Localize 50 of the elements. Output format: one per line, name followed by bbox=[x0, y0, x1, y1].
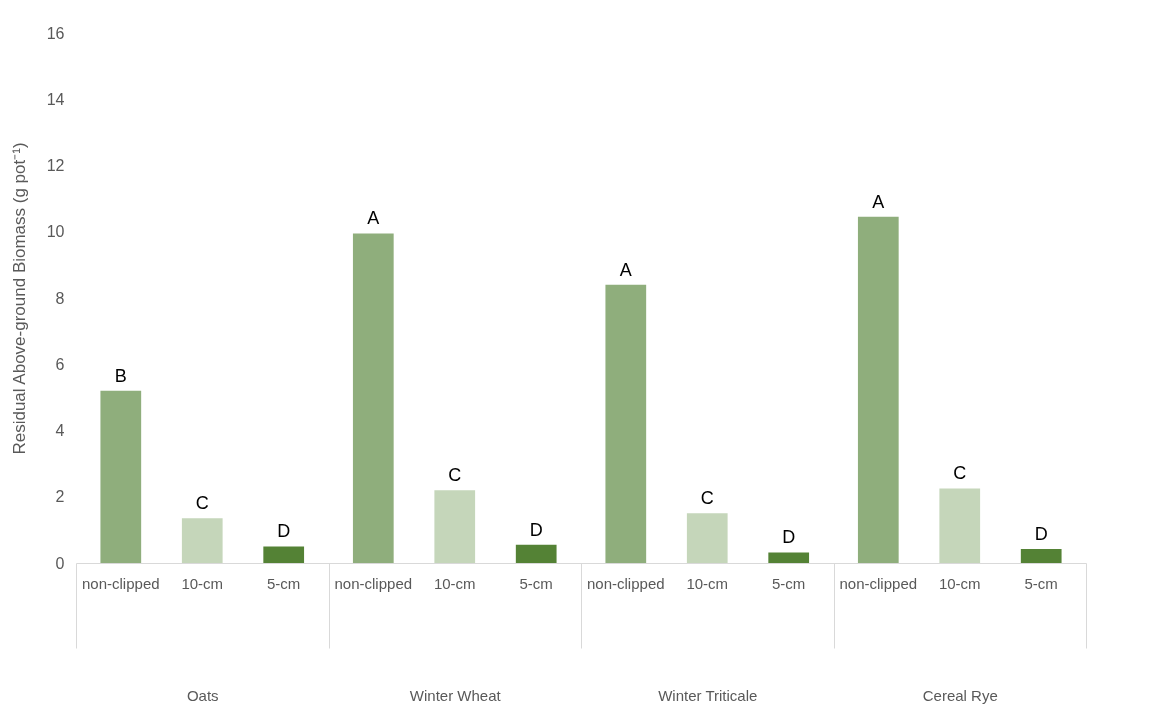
bar bbox=[100, 390, 142, 563]
bar bbox=[1020, 549, 1062, 563]
data-label: A bbox=[872, 191, 885, 212]
y-tick-label: 0 bbox=[55, 554, 65, 572]
data-label: B bbox=[114, 365, 127, 386]
x-tick-label: Cereal Rye bbox=[922, 686, 998, 704]
series-label: 5-cm bbox=[267, 575, 301, 592]
text: 5-cm bbox=[772, 575, 806, 592]
text: 5-cm bbox=[519, 575, 553, 592]
bar bbox=[352, 233, 394, 563]
bar bbox=[605, 284, 647, 563]
bar bbox=[263, 546, 305, 563]
y-tick-label: 6 bbox=[55, 355, 65, 373]
data-label: C bbox=[195, 493, 209, 514]
x-tick-label: Oats bbox=[186, 686, 219, 704]
y-tick-label: 14 bbox=[46, 90, 65, 108]
data-label: C bbox=[700, 488, 714, 509]
text: non-clipped bbox=[587, 575, 665, 592]
data-label: C bbox=[448, 465, 462, 486]
data-label: D bbox=[1034, 524, 1048, 545]
text: 10-cm bbox=[686, 575, 729, 592]
text: 10-cm bbox=[433, 575, 476, 592]
bar bbox=[857, 216, 899, 563]
bar bbox=[686, 513, 728, 563]
y-tick-label: 16 bbox=[46, 24, 65, 42]
series-label: non-clipped bbox=[82, 575, 160, 592]
y-tick-label: 8 bbox=[55, 289, 65, 307]
series-label: 10-cm bbox=[181, 575, 224, 592]
data-label: A bbox=[367, 208, 380, 229]
data-label: C bbox=[953, 463, 967, 484]
x-tick-label: Winter Wheat bbox=[409, 686, 502, 704]
y-tick-label: 2 bbox=[55, 488, 65, 506]
text: non-clipped bbox=[334, 575, 413, 592]
text: non-clipped bbox=[839, 575, 918, 592]
x-tick-label: Winter Triticale bbox=[658, 686, 758, 704]
y-axis-title: Residual Above-ground Biomass (g pot⁻¹) bbox=[9, 142, 29, 455]
bar bbox=[515, 544, 557, 563]
data-label: D bbox=[277, 521, 291, 542]
y-tick-label: 12 bbox=[46, 157, 65, 174]
bar bbox=[939, 488, 981, 563]
bar bbox=[768, 552, 810, 563]
text: 5-cm bbox=[1024, 575, 1058, 592]
data-label: D bbox=[529, 519, 543, 540]
bar bbox=[181, 518, 223, 563]
text: 10-cm bbox=[938, 575, 981, 592]
data-label: A bbox=[619, 259, 632, 280]
data-label: D bbox=[782, 527, 796, 548]
y-tick-label: 10 bbox=[46, 223, 65, 241]
y-tick-label: 4 bbox=[55, 422, 65, 439]
bar bbox=[434, 490, 476, 563]
